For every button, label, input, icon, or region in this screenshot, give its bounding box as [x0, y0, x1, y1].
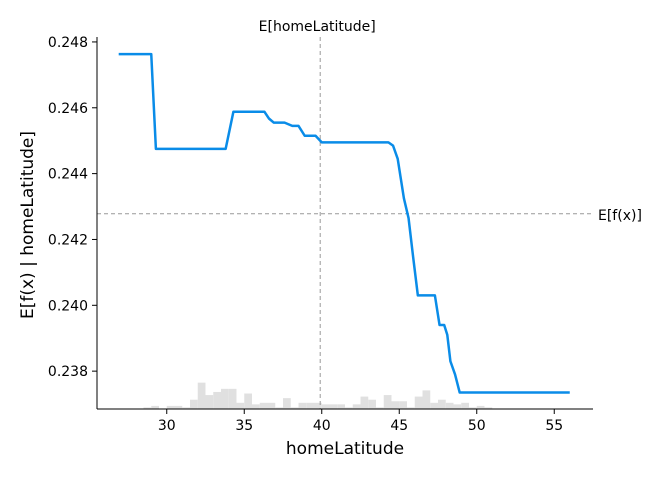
histogram-bar	[391, 401, 400, 409]
histogram-bar	[414, 396, 423, 409]
y-tick-label: 0.242	[48, 232, 88, 248]
histogram-bar	[445, 402, 454, 409]
y-tick-label: 0.238	[48, 364, 88, 380]
histogram-bar	[143, 407, 152, 409]
histogram-bar	[368, 399, 376, 409]
histogram-bar	[407, 407, 415, 409]
histogram-layer	[143, 382, 493, 409]
y-tick-label: 0.248	[48, 35, 88, 51]
histogram-bar	[290, 407, 299, 409]
y-tick-label: 0.244	[48, 167, 88, 183]
histogram-bar	[345, 407, 353, 409]
histogram-bar	[430, 402, 438, 409]
histogram-bar	[213, 391, 221, 409]
histogram-bar	[228, 388, 237, 409]
histogram-bar	[376, 407, 384, 409]
histogram-bar	[244, 393, 252, 409]
x-axis-title: homeLatitude	[286, 439, 404, 459]
x-tick-label: 30	[158, 418, 176, 434]
histogram-bar	[329, 404, 338, 409]
mean-feature-label: E[homeLatitude]	[259, 19, 376, 35]
histogram-bar	[182, 407, 190, 409]
y-axis-ticks: 0.238 0.240 0.242 0.244 0.246 0.248	[48, 35, 97, 380]
histogram-bar	[476, 405, 485, 409]
expected-value-label: E[f(x)]	[598, 208, 642, 224]
histogram-bar	[306, 402, 314, 409]
histogram-bar	[275, 407, 283, 409]
histogram-bar	[484, 407, 493, 409]
histogram-bar	[360, 396, 369, 409]
x-tick-label: 55	[545, 418, 563, 434]
histogram-bar	[174, 405, 183, 409]
histogram-bar	[453, 404, 462, 409]
y-axis-title: E[f(x) | homeLatitude]	[18, 131, 38, 319]
histogram-bar	[252, 404, 260, 409]
histogram-bar	[337, 404, 345, 409]
axes-layer: 30 35 40 45 50 55 0.2380.2400.2420.2440.2460.…	[48, 35, 593, 434]
histogram-bar	[383, 395, 392, 409]
histogram-bar	[259, 402, 268, 409]
x-tick-label: 45	[390, 418, 408, 434]
series-layer	[118, 52, 570, 394]
histogram-bar	[197, 382, 206, 409]
histogram-bar	[314, 402, 322, 409]
reference-lines-layer: E[homeLatitude] E[f(x)]	[97, 19, 642, 409]
histogram-bar	[461, 402, 469, 409]
histogram-bar	[221, 388, 229, 409]
histogram-bar	[438, 399, 446, 409]
x-axis-ticks: 30 35 40 45 50 55	[158, 409, 563, 434]
x-tick-label: 35	[235, 418, 253, 434]
histogram-bar	[151, 405, 159, 409]
histogram-bar	[190, 399, 198, 409]
histogram-bar	[267, 402, 276, 409]
histogram-bar	[298, 402, 307, 409]
dependence-line	[118, 52, 570, 394]
histogram-bar	[283, 398, 291, 409]
histogram-bar	[166, 405, 175, 409]
y-tick-label: 0.246	[48, 101, 88, 117]
x-tick-label: 50	[468, 418, 486, 434]
histogram-bar	[321, 404, 330, 409]
histogram-bar	[205, 395, 214, 409]
y-tick-label: 0.240	[48, 298, 88, 314]
x-tick-label: 40	[313, 418, 331, 434]
histogram-bar	[422, 390, 431, 409]
histogram-bar	[236, 402, 245, 409]
histogram-bar	[399, 401, 407, 409]
histogram-bar	[352, 404, 361, 409]
histogram-bar	[469, 407, 477, 409]
